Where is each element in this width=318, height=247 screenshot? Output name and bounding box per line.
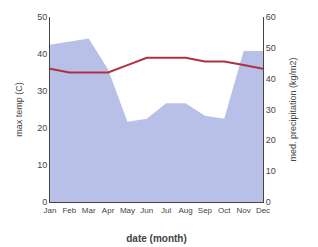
svg-text:Jan: Jan bbox=[44, 206, 57, 215]
svg-text:60: 60 bbox=[266, 12, 276, 22]
svg-text:med. precipitation (kg/m2): med. precipitation (kg/m2) bbox=[288, 57, 298, 161]
svg-text:Dec: Dec bbox=[256, 206, 270, 215]
svg-text:Jul: Jul bbox=[161, 206, 171, 215]
svg-text:40: 40 bbox=[266, 74, 276, 84]
svg-text:50: 50 bbox=[266, 43, 276, 53]
svg-text:Jun: Jun bbox=[140, 206, 153, 215]
svg-text:Nov: Nov bbox=[237, 206, 251, 215]
svg-text:May: May bbox=[120, 206, 135, 215]
svg-text:40: 40 bbox=[37, 49, 47, 59]
svg-text:0: 0 bbox=[266, 197, 271, 207]
svg-text:date (month): date (month) bbox=[126, 233, 187, 244]
svg-text:30: 30 bbox=[37, 86, 47, 96]
svg-text:20: 20 bbox=[266, 135, 276, 145]
svg-text:20: 20 bbox=[37, 123, 47, 133]
svg-text:30: 30 bbox=[266, 105, 276, 115]
svg-text:0: 0 bbox=[42, 197, 47, 207]
svg-text:Aug: Aug bbox=[178, 206, 192, 215]
svg-text:Sep: Sep bbox=[198, 206, 213, 215]
svg-text:Oct: Oct bbox=[218, 206, 231, 215]
svg-text:50: 50 bbox=[37, 12, 47, 22]
svg-text:Apr: Apr bbox=[102, 206, 115, 215]
svg-text:Mar: Mar bbox=[82, 206, 96, 215]
svg-text:Feb: Feb bbox=[62, 206, 76, 215]
svg-text:10: 10 bbox=[37, 160, 47, 170]
svg-text:max temp (C): max temp (C) bbox=[14, 82, 24, 137]
svg-text:10: 10 bbox=[266, 166, 276, 176]
